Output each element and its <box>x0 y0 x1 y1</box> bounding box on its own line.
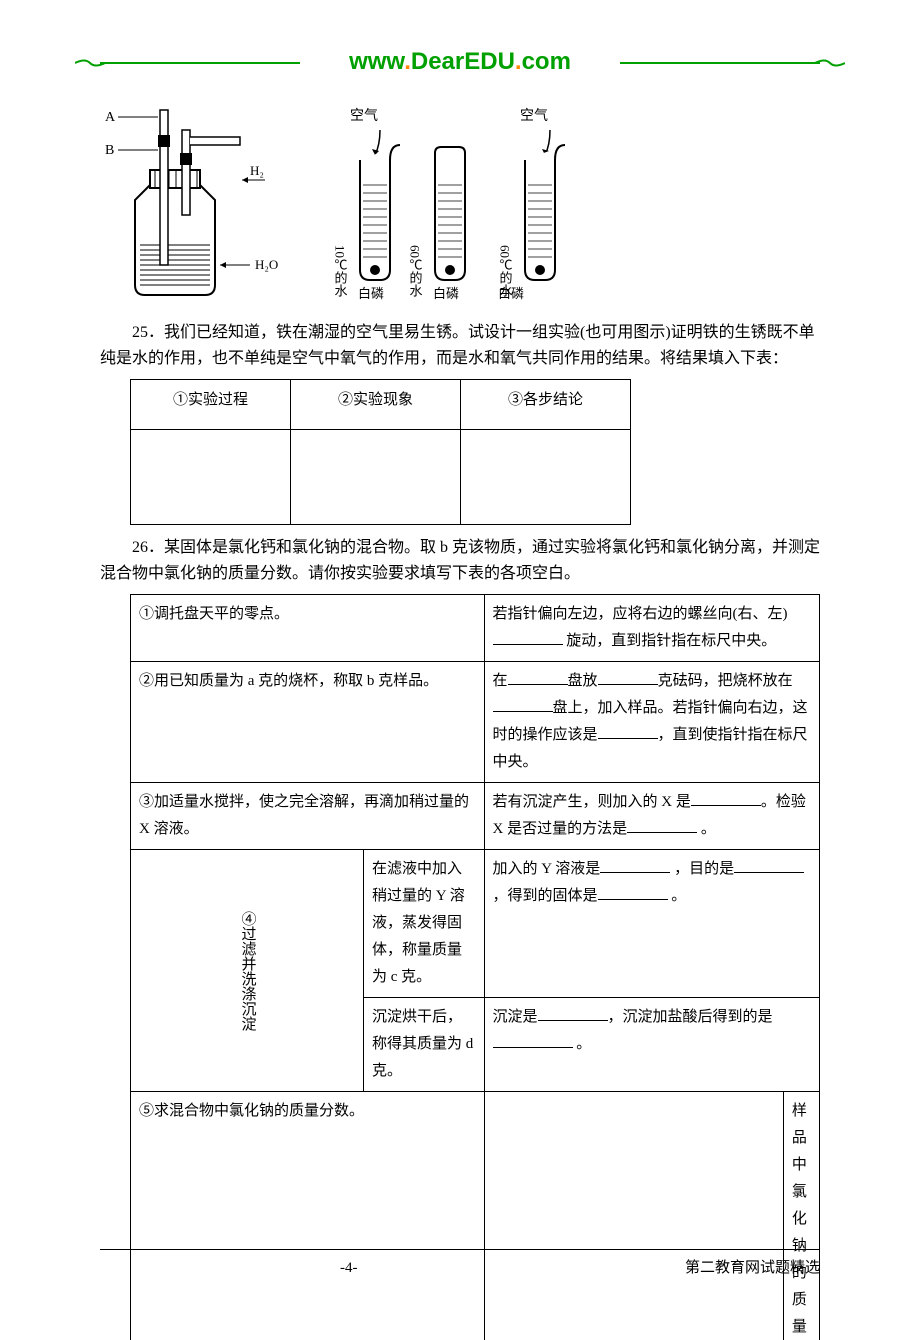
air-label-1: 空气 <box>350 108 378 124</box>
header-rule-right <box>620 62 820 64</box>
label-H2: H₂ <box>250 163 264 178</box>
table-row: ①实验过程 ②实验现象 ③各步结论 <box>131 380 631 430</box>
table-row <box>131 430 631 525</box>
blank <box>598 885 668 900</box>
q25-cell <box>131 430 291 525</box>
footer-source: 第二教育网试题精选 <box>685 1256 820 1280</box>
r4ab: ，目的是 <box>670 861 734 877</box>
r3-left: ③加适量水搅拌，使之完全溶解，再滴加稍过量的 X 溶液。 <box>131 783 485 850</box>
q25-cell <box>291 430 461 525</box>
r2a: 在 <box>493 673 508 689</box>
table-row: ②用已知质量为 a 克的烧杯，称取 b 克样品。 在盘放克砝码，把烧杯放在盘上，… <box>131 662 820 783</box>
r1a: 若指针偏向左边，应将右边的螺丝向(右、左) <box>493 606 788 622</box>
main-content: A B H₂ H₂O 空气 空气 10℃的水 白磷 <box>0 85 920 1340</box>
r2c: 克砝码，把烧杯放在 <box>658 673 793 689</box>
url-dot1: . <box>404 48 411 75</box>
tubes-diagram: 空气 空气 10℃的水 白磷 60℃的水 白磷 60℃的水 白磷 <box>320 105 600 305</box>
q25-th3: ③各步结论 <box>461 380 631 430</box>
diagrams-row: A B H₂ H₂O 空气 空气 10℃的水 白磷 <box>100 105 820 305</box>
blank <box>734 858 804 873</box>
r4bb: ，沉淀加盐酸后得到的是 <box>608 1009 773 1025</box>
header-rule-left <box>100 62 300 64</box>
footer-rule <box>100 1249 820 1250</box>
r3-right: 若有沉淀产生，则加入的 X 是。检验 X 是否过量的方法是 。 <box>484 783 819 850</box>
r4ba: 沉淀是 <box>493 1009 538 1025</box>
blank <box>493 697 553 712</box>
bottom-label-2: 白磷 <box>433 286 459 301</box>
r4ac: ，得到的固体是 <box>493 888 598 904</box>
page-footer: -4- 第二教育网试题精选 <box>0 1256 920 1280</box>
url-dot2: . <box>515 48 522 75</box>
q25-cell <box>461 430 631 525</box>
q25-th2: ②实验现象 <box>291 380 461 430</box>
r1-left: ①调托盘天平的零点。 <box>131 595 485 662</box>
table-row: ③加适量水搅拌，使之完全溶解，再滴加稍过量的 X 溶液。 若有沉淀产生，则加入的… <box>131 783 820 850</box>
url-suffix: com <box>522 48 571 75</box>
table-row: ⑤求混合物中氯化钠的质量分数。 样品中氯化钠的质量分数的计算式是: <box>131 1092 820 1340</box>
r4aa: 加入的 Y 溶液是 <box>493 861 601 877</box>
r4a-left: 在滤液中加入稍过量的 Y 溶液，蒸发得固体，称量质量为 c 克。 <box>364 850 485 998</box>
r4b-right: 沉淀是 ，沉淀加盐酸后得到的是 。 <box>484 998 819 1092</box>
r4bc: 。 <box>573 1036 592 1052</box>
r2-right: 在盘放克砝码，把烧杯放在盘上，加入样品。若指针偏向右边，这时的操作应该是，直到使… <box>484 662 819 783</box>
r1-right: 若指针偏向左边，应将右边的螺丝向(右、左) 旋动，直到指针指在标尺中央。 <box>484 595 819 662</box>
url-prefix: www <box>349 48 404 75</box>
blank <box>508 670 568 685</box>
r5-left: ⑤求混合物中氯化钠的质量分数。 <box>131 1092 485 1340</box>
q25-text: 25．我们已经知道，铁在潮湿的空气里易生锈。试设计一组实验(也可用图示)证明铁的… <box>100 320 820 371</box>
table-row: ④过滤并洗涤沉淀 在滤液中加入稍过量的 Y 溶液，蒸发得固体，称量质量为 c 克… <box>131 850 820 998</box>
q26-table: ①调托盘天平的零点。 若指针偏向左边，应将右边的螺丝向(右、左) 旋动，直到指针… <box>130 594 820 1340</box>
page-header: www.DearEDU.com <box>0 40 920 85</box>
blank <box>627 818 697 833</box>
blank <box>493 1033 573 1048</box>
header-url: www.DearEDU.com <box>339 43 581 81</box>
q25-th1: ①实验过程 <box>131 380 291 430</box>
r2b: 盘放 <box>568 673 598 689</box>
blank <box>600 858 670 873</box>
bottom-label-3: 白磷 <box>498 286 524 301</box>
label-H2O: H₂O <box>255 257 278 272</box>
r4a-right: 加入的 Y 溶液是 ，目的是 ，得到的固体是 。 <box>484 850 819 998</box>
r4ad: 。 <box>668 888 687 904</box>
r1b: 旋动，直到指针指在标尺中央。 <box>563 633 777 649</box>
page-number: -4- <box>340 1256 358 1280</box>
q26-text: 26．某固体是氯化钙和氯化钠的混合物。取 b 克该物质，通过实验将氯化钙和氯化钠… <box>100 535 820 586</box>
flourish-right-icon <box>815 58 845 68</box>
url-main: DearEDU <box>411 48 515 75</box>
r3a: 若有沉淀产生，则加入的 X 是 <box>493 794 691 810</box>
label-B: B <box>105 143 114 158</box>
label-A: A <box>105 110 116 125</box>
air-label-2: 空气 <box>520 108 548 124</box>
r5-empty <box>484 1092 783 1340</box>
r3c: 。 <box>697 821 716 837</box>
temp-label-2: 60℃的水 <box>408 245 423 297</box>
q25-table: ①实验过程 ②实验现象 ③各步结论 <box>130 379 631 525</box>
temp-label-1: 10℃的水 <box>333 245 348 297</box>
r4b-left: 沉淀烘干后，称得其质量为 d 克。 <box>364 998 485 1092</box>
bottom-label-1: 白磷 <box>358 286 384 301</box>
blank <box>598 724 658 739</box>
r4-side: ④过滤并洗涤沉淀 <box>131 850 364 1092</box>
blank <box>493 630 563 645</box>
blank <box>538 1006 608 1021</box>
blank <box>691 791 761 806</box>
bottle-diagram: A B H₂ H₂O <box>100 105 280 305</box>
r2-left: ②用已知质量为 a 克的烧杯，称取 b 克样品。 <box>131 662 485 783</box>
table-row: ①调托盘天平的零点。 若指针偏向左边，应将右边的螺丝向(右、左) 旋动，直到指针… <box>131 595 820 662</box>
blank <box>598 670 658 685</box>
r5-right: 样品中氯化钠的质量分数的计算式是: <box>783 1092 819 1340</box>
